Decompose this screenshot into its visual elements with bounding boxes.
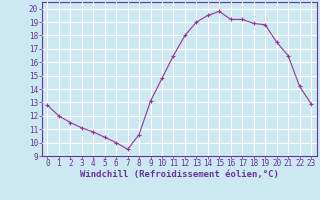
X-axis label: Windchill (Refroidissement éolien,°C): Windchill (Refroidissement éolien,°C) xyxy=(80,170,279,179)
